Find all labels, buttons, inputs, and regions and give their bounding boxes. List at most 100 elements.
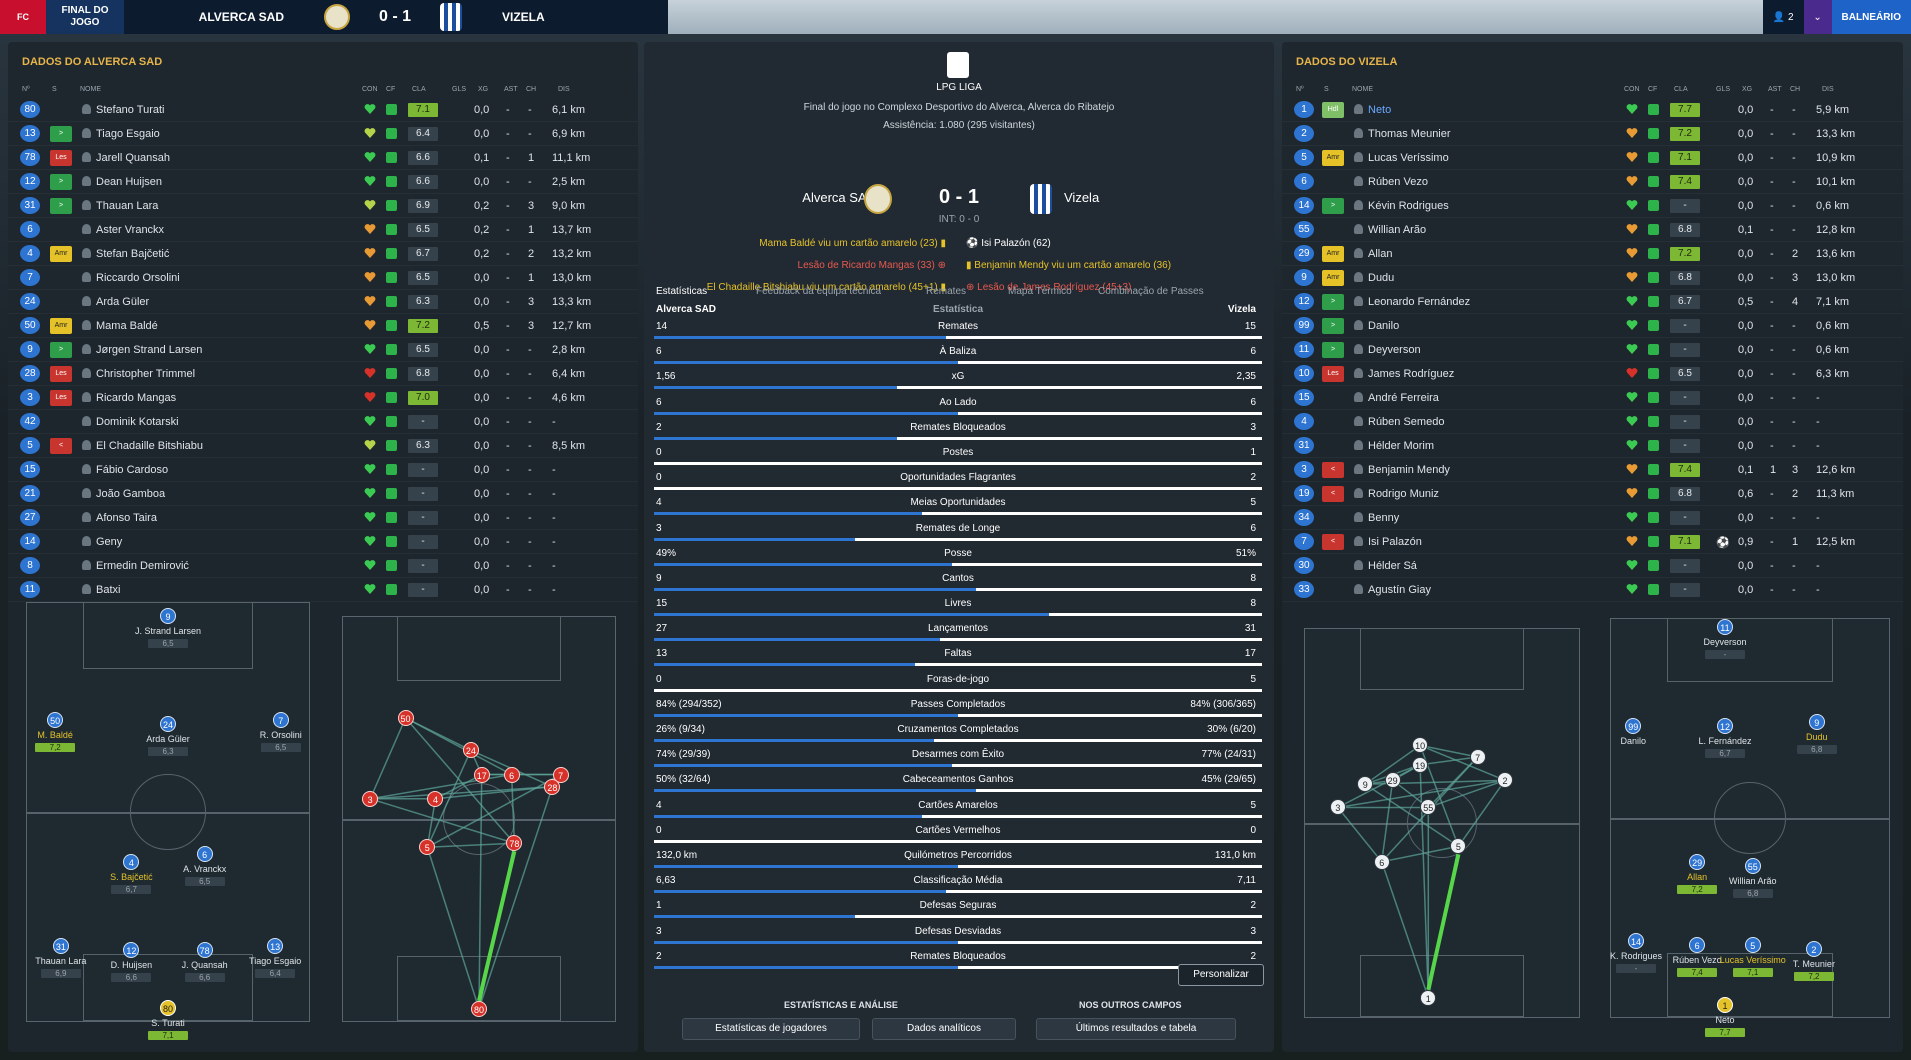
formation-player-marker[interactable]: 9 <box>1808 714 1825 731</box>
player-row[interactable]: 3 Les Ricardo Mangas 7.0 0,0 - - 4,6 km <box>8 386 638 410</box>
player-name[interactable]: Allan <box>1368 248 1393 260</box>
player-name[interactable]: Willian Arão <box>1368 224 1427 236</box>
player-name[interactable]: Afonso Taira <box>96 512 157 524</box>
pass-map-node[interactable]: 5 <box>1450 838 1467 855</box>
player-row[interactable]: 11 Batxi - 0,0 - - - <box>8 578 638 602</box>
pass-map-node[interactable]: 5 <box>419 839 436 856</box>
formation-player-marker[interactable]: 7 <box>272 712 289 729</box>
pass-map-node[interactable]: 50 <box>397 710 414 726</box>
player-name[interactable]: Isi Palazón <box>1368 536 1422 548</box>
pass-map-node[interactable]: 80 <box>471 1000 487 1017</box>
pass-map-node[interactable]: 7 <box>1469 749 1486 766</box>
player-row[interactable]: 1 Hdl Neto 7.7 0,0 - - 5,9 km <box>1282 98 1903 122</box>
player-name[interactable]: Rodrigo Muniz <box>1368 488 1439 500</box>
pass-map-node[interactable]: 6 <box>1373 853 1390 870</box>
player-row[interactable]: 30 Hélder Sá - 0,0 - - - <box>1282 554 1903 578</box>
player-name[interactable]: James Rodríguez <box>1368 368 1455 380</box>
pass-map-node[interactable]: 10 <box>1412 737 1429 754</box>
home-team[interactable]: Alverca SAD <box>802 190 876 205</box>
player-name[interactable]: Rúben Vezo <box>1368 176 1428 188</box>
player-name[interactable]: Batxi <box>96 584 121 596</box>
pass-map-node[interactable]: 78 <box>506 835 523 852</box>
away-team[interactable]: Vizela <box>1064 190 1100 205</box>
tab-0[interactable]: Estatísticas <box>656 286 708 297</box>
formation-player-marker[interactable]: 99 <box>1625 718 1642 735</box>
player-row[interactable]: 12 > Dean Huijsen 6.6 0,0 - - 2,5 km <box>8 170 638 194</box>
player-stats-button[interactable]: Estatísticas de jogadores <box>682 1018 860 1040</box>
formation-player-marker[interactable]: 6 <box>1689 937 1706 954</box>
pass-map-node[interactable]: 7 <box>552 766 569 783</box>
player-name[interactable]: Tiago Esgaio <box>96 128 160 140</box>
player-name[interactable]: Riccardo Orsolini <box>96 272 180 284</box>
formation-player-marker[interactable]: 50 <box>47 712 64 729</box>
player-name[interactable]: Hélder Morim <box>1368 440 1435 452</box>
personalizar-button[interactable]: Personalizar <box>1178 964 1264 986</box>
player-row[interactable]: 21 João Gamboa - 0,0 - - - <box>8 482 638 506</box>
player-row[interactable]: 4 Amr Stefan Bajčetić 6.7 0,2 - 2 13,2 km <box>8 242 638 266</box>
player-name[interactable]: Thomas Meunier <box>1368 128 1451 140</box>
player-row[interactable]: 8 Ermedin Demirović - 0,0 - - - <box>8 554 638 578</box>
player-name[interactable]: Neto <box>1368 104 1392 116</box>
player-row[interactable]: 42 Dominik Kotarski - 0,0 - - - <box>8 410 638 434</box>
player-row[interactable]: 14 > Kévin Rodrigues - 0,0 - - 0,6 km <box>1282 194 1903 218</box>
formation-player-marker[interactable]: 14 <box>1628 933 1645 950</box>
player-name[interactable]: Deyverson <box>1368 344 1421 356</box>
pass-map-node[interactable]: 28 <box>544 778 561 795</box>
formation-player-marker[interactable]: 11 <box>1716 618 1733 635</box>
player-row[interactable]: 9 Amr Dudu 6.8 0,0 - 3 13,0 km <box>1282 266 1903 290</box>
player-name[interactable]: El Chadaille Bitshiabu <box>96 440 204 452</box>
player-row[interactable]: 3 < Benjamin Mendy 7.4 0,1 1 3 12,6 km <box>1282 458 1903 482</box>
tab-3[interactable]: Mapa Térmico <box>1008 286 1072 297</box>
player-row[interactable]: 80 Stefano Turati 7.1 0,0 - - 6,1 km <box>8 98 638 122</box>
player-row[interactable]: 24 Arda Güler 6.3 0,0 - 3 13,3 km <box>8 290 638 314</box>
player-name[interactable]: Jørgen Strand Larsen <box>96 344 203 356</box>
player-name[interactable]: Geny <box>96 536 123 548</box>
tab-4[interactable]: Combinação de Passes <box>1098 286 1204 297</box>
player-name[interactable]: João Gamboa <box>96 488 166 500</box>
formation-player-marker[interactable]: 78 <box>196 941 213 958</box>
users-button[interactable]: 👤 2 <box>1762 0 1804 34</box>
player-row[interactable]: 28 Les Christopher Trimmel 6.8 0,0 - - 6,4 km <box>8 362 638 386</box>
player-name[interactable]: Benjamin Mendy <box>1368 464 1450 476</box>
pass-map-node[interactable]: 4 <box>427 790 444 807</box>
player-name[interactable]: Danilo <box>1368 320 1400 332</box>
player-name[interactable]: Stefan Bajčetić <box>96 248 170 260</box>
formation-player-marker[interactable]: 12 <box>1716 718 1733 735</box>
pass-map-node[interactable]: 29 <box>1384 772 1401 789</box>
tab-1[interactable]: Feedback da equipa técnica <box>756 286 882 297</box>
player-name[interactable]: Dudu <box>1368 272 1395 284</box>
player-name[interactable]: Hélder Sá <box>1368 560 1417 572</box>
player-name[interactable]: Arda Güler <box>96 296 150 308</box>
pass-map-node[interactable]: 6 <box>503 766 520 783</box>
balneario-button[interactable]: BALNEÁRIO <box>1831 0 1911 34</box>
player-row[interactable]: 15 André Ferreira - 0,0 - - - <box>1282 386 1903 410</box>
formation-player-marker[interactable]: 6 <box>196 845 213 862</box>
player-name[interactable]: Dominik Kotarski <box>96 416 179 428</box>
formation-player-marker[interactable]: 24 <box>160 716 176 733</box>
pass-map-node[interactable]: 3 <box>362 790 379 807</box>
player-name[interactable]: Stefano Turati <box>96 104 165 116</box>
formation-player-marker[interactable]: 5 <box>1744 937 1761 954</box>
player-name[interactable]: Lucas Veríssimo <box>1368 152 1449 164</box>
player-name[interactable]: Ricardo Mangas <box>96 392 177 404</box>
player-row[interactable]: 6 Rúben Vezo 7.4 0,0 - - 10,1 km <box>1282 170 1903 194</box>
player-name[interactable]: Thauan Lara <box>96 200 159 212</box>
player-row[interactable]: 11 > Deyverson - 0,0 - - 0,6 km <box>1282 338 1903 362</box>
player-name[interactable]: Rúben Semedo <box>1368 416 1445 428</box>
pass-map-node[interactable]: 24 <box>462 742 479 759</box>
player-name[interactable]: Kévin Rodrigues <box>1368 200 1449 212</box>
player-row[interactable]: 55 Willian Arão 6.8 0,1 - - 12,8 km <box>1282 218 1903 242</box>
formation-player-marker[interactable]: 1 <box>1716 997 1733 1014</box>
player-row[interactable]: 27 Afonso Taira - 0,0 - - - <box>8 506 638 530</box>
player-row[interactable]: 31 Hélder Morim - 0,0 - - - <box>1282 434 1903 458</box>
home-team-name[interactable]: ALVERCA SAD <box>198 10 284 24</box>
player-name[interactable]: Leonardo Fernández <box>1368 296 1471 308</box>
formation-player-marker[interactable]: 4 <box>123 854 140 871</box>
pass-map-node[interactable]: 9 <box>1357 776 1374 793</box>
player-name[interactable]: Aster Vranckx <box>96 224 165 236</box>
player-name[interactable]: Ermedin Demirović <box>96 560 189 572</box>
player-name[interactable]: Mama Baldé <box>96 320 158 332</box>
formation-player-marker[interactable]: 2 <box>1805 941 1822 958</box>
pass-map-node[interactable]: 2 <box>1497 772 1514 789</box>
player-row[interactable]: 7 Riccardo Orsolini 6.5 0,0 - 1 13,0 km <box>8 266 638 290</box>
